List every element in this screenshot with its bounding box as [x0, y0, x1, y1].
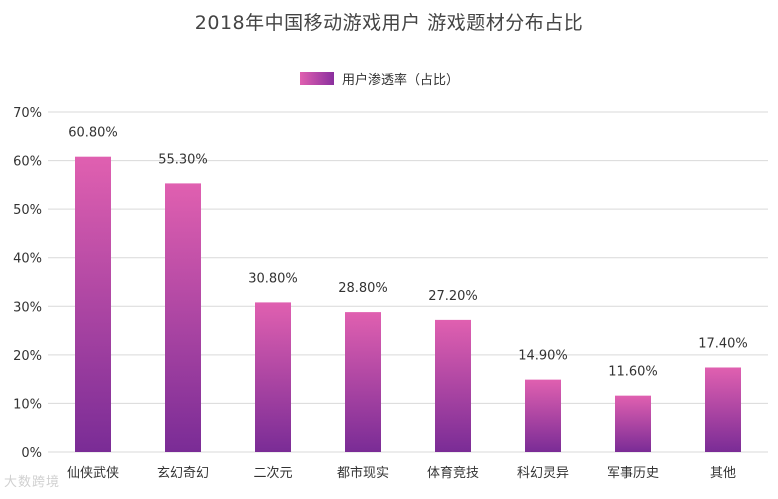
bar	[345, 312, 381, 452]
data-label: 55.30%	[158, 152, 208, 167]
bar	[435, 319, 471, 452]
x-tick-label: 玄幻奇幻	[157, 465, 209, 481]
bar	[705, 367, 741, 452]
y-tick-label: 40%	[13, 252, 42, 267]
legend: 用户渗透率（占比）	[300, 68, 459, 88]
legend-swatch	[300, 71, 334, 85]
data-label: 28.80%	[338, 281, 388, 296]
data-label: 30.80%	[248, 271, 298, 286]
bar	[255, 302, 291, 452]
x-tick-label: 都市现实	[337, 465, 389, 481]
data-label: 60.80%	[68, 126, 118, 141]
y-tick-label: 10%	[13, 397, 42, 412]
data-label: 14.90%	[518, 349, 568, 364]
data-label: 11.60%	[608, 365, 658, 380]
watermark: 大数跨境	[4, 475, 61, 490]
x-tick-label: 体育竞技	[427, 465, 479, 481]
bar	[165, 183, 201, 452]
y-tick-label: 20%	[13, 349, 42, 364]
chart-title: 2018年中国移动游戏用户 游戏题材分布占比	[194, 12, 584, 34]
x-tick-label: 仙侠武侠	[67, 466, 119, 481]
data-label: 27.20%	[428, 289, 478, 304]
y-tick-label: 50%	[13, 203, 42, 218]
bar	[75, 156, 111, 452]
data-label: 17.40%	[698, 336, 748, 351]
x-tick-label: 其他	[710, 466, 736, 481]
x-tick-label: 二次元	[253, 465, 292, 481]
x-tick-label: 军事历史	[607, 466, 659, 481]
bar	[615, 395, 651, 452]
legend-label: 用户渗透率（占比）	[342, 72, 460, 88]
y-tick-label: 70%	[13, 106, 42, 121]
y-tick-label: 30%	[13, 300, 42, 315]
x-tick-label: 科幻灵异	[517, 466, 569, 481]
bar	[525, 379, 561, 452]
y-tick-label: 60%	[13, 155, 42, 170]
y-tick-label: 0%	[21, 446, 42, 461]
